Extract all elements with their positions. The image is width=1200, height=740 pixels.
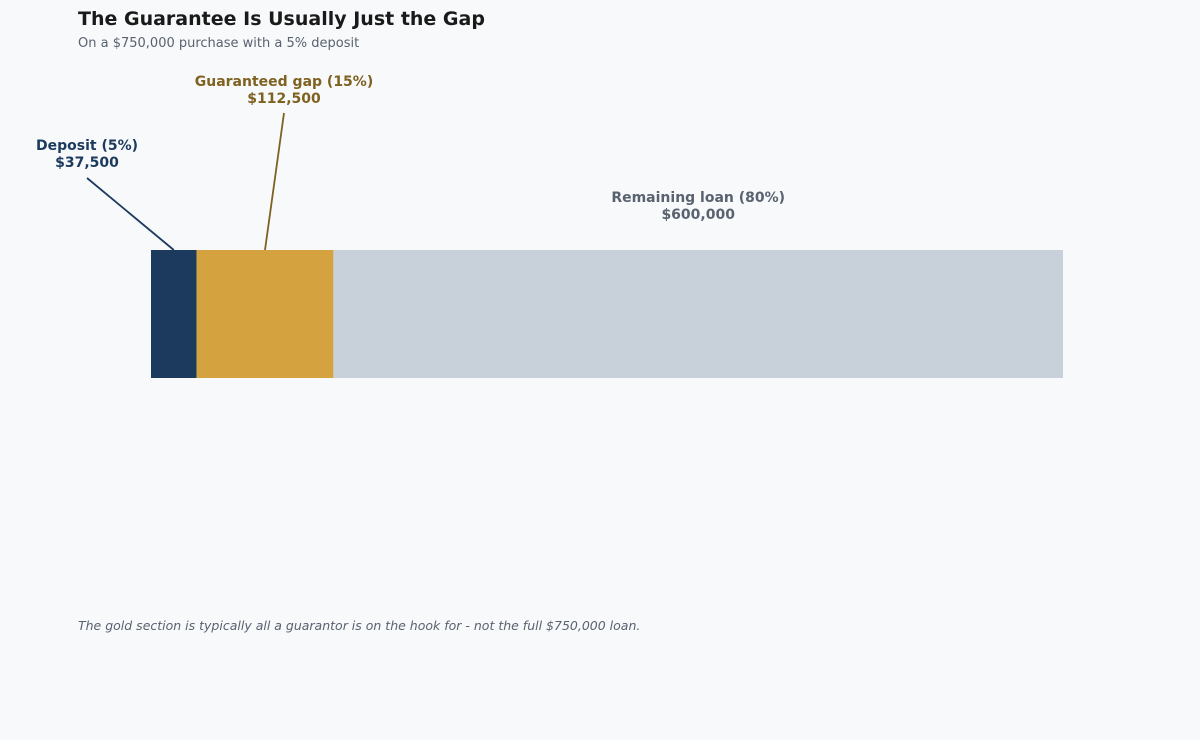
segment-value-deposit: $37,500 (55, 155, 119, 171)
segment-label-gap: Guaranteed gap (15%) (195, 74, 373, 90)
bar-segment-deposit (151, 250, 197, 378)
leader-line-gap (264, 112, 285, 251)
leader-line-deposit (86, 177, 175, 251)
segment-label-deposit: Deposit (5%) (36, 138, 138, 154)
chart-footnote: The gold section is typically all a guar… (78, 618, 641, 633)
chart-subtitle: On a $750,000 purchase with a 5% deposit (78, 36, 360, 51)
bar-segment-loan (333, 250, 1063, 378)
segment-value-loan: $600,000 (661, 207, 735, 223)
chart-title: The Guarantee Is Usually Just the Gap (78, 8, 485, 30)
bar-segment-gap (196, 250, 334, 378)
segment-value-gap: $112,500 (247, 91, 321, 107)
segment-label-loan: Remaining loan (80%) (611, 190, 785, 206)
